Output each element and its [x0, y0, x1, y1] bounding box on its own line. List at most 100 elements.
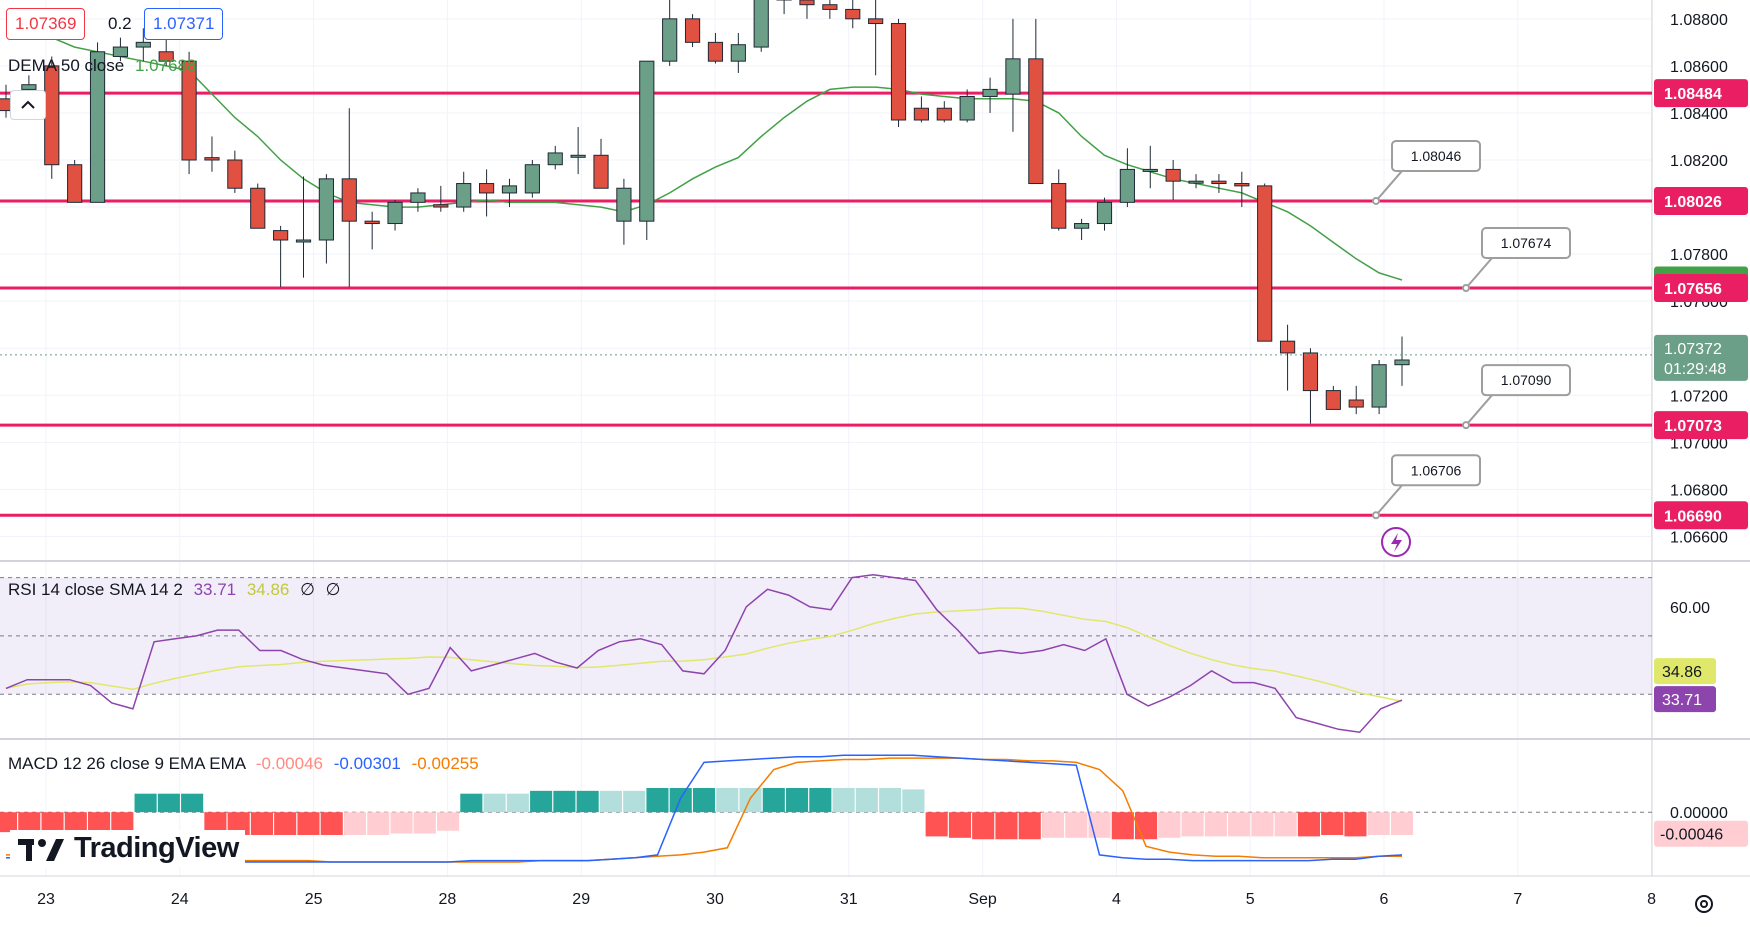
candle-body [67, 164, 83, 203]
candle-body [662, 18, 678, 62]
macd-histogram-bar [367, 812, 390, 835]
macd-tick-label: 0.00000 [1670, 805, 1728, 822]
macd-histogram-bar [716, 787, 739, 813]
candle-body [1119, 168, 1135, 203]
price-axis-tag-label: 1.08484 [1664, 86, 1722, 103]
macd-histogram-bar [343, 812, 367, 835]
macd-histogram-bar [646, 787, 669, 813]
price-axis-tag-label: 1.06690 [1664, 508, 1722, 525]
candle-body [524, 164, 540, 194]
time-axis[interactable]: 23 24 25 28 29 30 31 Sep 4 5 6 7 8 [37, 891, 1656, 908]
candle-body [822, 4, 838, 10]
candle-body [158, 51, 174, 62]
macd-line-legend-value: -0.00301 [333, 754, 401, 773]
candle-body [112, 46, 129, 57]
lightning-icon [1381, 527, 1411, 557]
callout-leader [1465, 257, 1493, 289]
macd-histogram-bar [1135, 812, 1158, 840]
macd-histogram-bar [1158, 812, 1181, 838]
macd-histogram-bar [786, 787, 809, 813]
time-tick-label: 25 [305, 891, 323, 908]
callout-label: 1.06706 [1411, 462, 1462, 478]
candle-body [273, 230, 289, 241]
candle-body [1325, 390, 1341, 410]
rsi-sma-tag-label: 34.86 [1662, 664, 1702, 681]
candle-body [1142, 168, 1158, 172]
macd-histogram-bar [181, 793, 204, 813]
price-axis[interactable]: 1.066001.068001.070001.072001.074001.076… [1654, 12, 1748, 847]
macd-histogram-bar [1297, 812, 1320, 837]
candle-body [250, 187, 266, 229]
last-price-label: 1.07372 [1664, 341, 1722, 358]
candle-body [433, 204, 449, 208]
rsi-legend[interactable]: RSI 14 close SMA 14 2 33.71 34.86 ∅ ∅ [8, 580, 340, 600]
macd-histogram-bar [599, 790, 622, 813]
price-axis-tag [1654, 411, 1748, 440]
dema-legend[interactable]: DEMA 50 close 1.07688 [8, 56, 196, 76]
macd-legend[interactable]: MACD 12 26 close 9 EMA EMA -0.00046 -0.0… [8, 754, 479, 774]
candle-body [639, 60, 655, 222]
chart-settings-button[interactable] [1688, 888, 1720, 920]
macd-histogram-bar [204, 812, 227, 835]
time-tick-label: 31 [840, 891, 858, 908]
ask-price-box[interactable]: 1.07371 [144, 8, 224, 40]
macd-histogram-bar [762, 787, 785, 813]
candle-body [89, 51, 106, 203]
time-tick-label: 5 [1246, 891, 1255, 908]
time-tick-label: 4 [1112, 891, 1121, 908]
candle-body [1234, 183, 1250, 187]
macd-histogram-bar [1018, 812, 1041, 840]
dema-legend-value: 1.07688 [134, 56, 197, 75]
candle-body [227, 159, 243, 189]
rsi-legend-value: 33.71 [193, 580, 237, 599]
macd-histogram-bar [64, 812, 87, 835]
candle-body [1211, 180, 1227, 185]
rsi-value-tag [1654, 686, 1716, 713]
candle-body [410, 192, 426, 203]
price-tick-label: 1.08400 [1670, 106, 1728, 123]
time-tick-label: 30 [706, 891, 724, 908]
candle-body [959, 95, 975, 121]
rsi-pane[interactable] [0, 573, 1652, 733]
time-tick-label: 8 [1647, 891, 1656, 908]
macd-pane[interactable] [0, 754, 1652, 863]
time-tick-label: 7 [1513, 891, 1522, 908]
bid-price-box[interactable]: 1.07369 [6, 8, 86, 40]
macd-histogram-bar [506, 793, 529, 813]
price-axis-tag-label: 1.08026 [1664, 194, 1722, 211]
candle-body [616, 187, 632, 222]
candle-body [456, 183, 472, 208]
candle-body [364, 220, 380, 225]
macd-histogram-bar [832, 787, 855, 813]
signal-line-legend-value: -0.00255 [411, 754, 479, 773]
price-tick-label: 1.06600 [1670, 529, 1728, 546]
price-pane[interactable]: 1.08046 1.07674 1.07090 1.06706 [0, 0, 1652, 557]
candle-body [181, 60, 197, 161]
price-tick-label: 1.06800 [1670, 482, 1728, 499]
collapse-legend-button[interactable] [10, 90, 46, 120]
tradingview-logo[interactable]: TradingView [10, 830, 245, 867]
macd-histogram-bar [274, 812, 297, 835]
candle-body [204, 157, 220, 161]
candle-body [890, 23, 907, 121]
candle-body [547, 152, 563, 166]
macd-histogram-bar [669, 787, 692, 813]
candle-body [1302, 352, 1319, 392]
macd-histogram-bar [41, 812, 64, 834]
macd-histogram-bar [530, 790, 553, 813]
callout-label: 1.07090 [1501, 372, 1552, 388]
callout-label: 1.08046 [1411, 148, 1462, 164]
candle-body [1074, 223, 1090, 229]
candle-body [570, 154, 586, 158]
candle-body [684, 18, 701, 43]
time-tick-label: 24 [171, 891, 189, 908]
price-tick-label: 1.07200 [1670, 388, 1728, 405]
candle-body [1394, 359, 1410, 366]
candle-body [21, 84, 37, 90]
macd-histogram-bar [809, 787, 832, 813]
macd-histogram-bar [460, 793, 483, 813]
chevron-up-icon [21, 100, 35, 109]
rsi-sma-legend-value: 34.86 [246, 580, 290, 599]
macd-histogram-bar [1204, 812, 1227, 837]
